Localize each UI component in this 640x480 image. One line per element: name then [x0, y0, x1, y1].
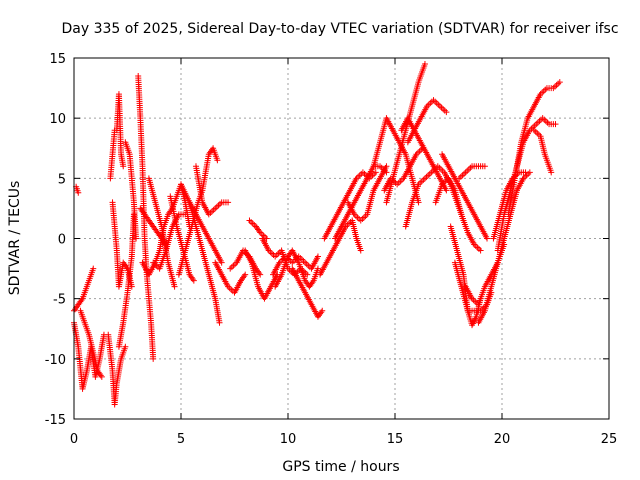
data-series-t17 — [175, 145, 221, 278]
chart-title: Day 335 of 2025, Sidereal Day-to-day VTE… — [61, 21, 618, 37]
data-point — [383, 163, 390, 170]
data-series-t03 — [73, 183, 82, 196]
data-series-t10 — [135, 73, 157, 362]
data-series-t46 — [505, 79, 563, 218]
data-point — [90, 265, 97, 272]
data-point — [319, 307, 326, 314]
data-series-t20 — [212, 259, 249, 296]
data-series-t39 — [439, 151, 491, 242]
data-point — [75, 189, 82, 196]
data-series-t28 — [317, 217, 364, 278]
data-series-t15 — [167, 193, 197, 284]
data-point — [214, 157, 221, 164]
data-series-t08 — [115, 211, 137, 350]
data-point — [218, 259, 225, 266]
data-series-t36 — [404, 97, 450, 146]
data-point — [552, 121, 559, 128]
y-tick-label: 15 — [49, 52, 66, 67]
data-series-t13 — [150, 211, 189, 272]
y-tick-label: 0 — [58, 233, 66, 248]
data-point — [225, 199, 232, 206]
data-series-t11 — [137, 205, 170, 248]
data-series-t44 — [475, 169, 533, 326]
data-point — [182, 211, 189, 218]
data-series-t09 — [122, 139, 140, 242]
data-point — [556, 79, 563, 86]
y-tick-label: -10 — [45, 353, 66, 368]
data-point — [171, 283, 178, 290]
data-series-t06 — [107, 91, 127, 182]
data-point — [133, 235, 140, 242]
x-tick-label: 0 — [70, 432, 78, 447]
axis-ticks: 0 5 10 15 20 25 -15 -10 -5 0 5 10 15 — [45, 52, 618, 447]
data-point — [357, 247, 364, 254]
data-series-t18 — [186, 199, 225, 266]
data-point — [120, 163, 127, 170]
data-series-t42 — [456, 163, 488, 182]
data-series-t05 — [105, 331, 129, 408]
data-point — [98, 373, 105, 380]
data-point — [122, 343, 129, 350]
x-tick-label: 10 — [280, 432, 297, 447]
data-point — [190, 277, 197, 284]
x-tick-label: 25 — [601, 432, 618, 447]
data-point — [216, 319, 223, 326]
y-tick-label: 5 — [58, 172, 66, 187]
x-axis-label: GPS time / hours — [282, 459, 399, 475]
grid-lines — [74, 58, 609, 419]
data-point — [477, 247, 484, 254]
data-point — [130, 211, 137, 218]
data-point — [415, 199, 422, 206]
data-series-t02 — [71, 265, 97, 314]
data-series-t47 — [531, 127, 555, 176]
data-series-t27 — [289, 265, 326, 320]
data-point — [314, 253, 321, 260]
data-points — [71, 61, 563, 408]
y-tick-label: 10 — [49, 112, 66, 127]
data-series-t12 — [139, 181, 193, 278]
data-series-t48 — [490, 169, 529, 242]
data-series-t22 — [242, 247, 281, 302]
data-point — [443, 109, 450, 116]
data-point — [522, 169, 529, 176]
data-series-t38 — [432, 175, 484, 254]
data-point — [443, 187, 450, 194]
data-point — [372, 169, 379, 176]
data-series-t25 — [270, 253, 321, 278]
plot-frame — [73, 57, 610, 420]
data-point — [548, 169, 555, 176]
data-point — [484, 235, 491, 242]
x-tick-label: 5 — [177, 432, 185, 447]
x-tick-label: 20 — [494, 432, 511, 447]
data-series-t21 — [227, 247, 264, 278]
data-series-t23 — [246, 217, 270, 242]
data-point — [242, 271, 249, 278]
data-series-t26 — [272, 247, 321, 290]
data-point — [421, 61, 428, 68]
data-series-t33 — [383, 61, 428, 206]
data-series-t19 — [192, 163, 232, 218]
y-tick-label: -15 — [45, 413, 66, 428]
data-series-t14 — [145, 175, 178, 290]
data-series-t31 — [344, 163, 390, 224]
data-series-t04 — [77, 307, 105, 380]
data-point — [314, 265, 321, 272]
y-axis-label: SDTVAR / TECUs — [7, 181, 23, 296]
y-tick-label: -5 — [53, 293, 66, 308]
data-series-t16 — [178, 181, 223, 326]
data-point — [257, 271, 264, 278]
data-series-t41 — [451, 259, 495, 314]
x-tick-label: 15 — [387, 432, 404, 447]
data-series-t29 — [321, 169, 379, 242]
data-point — [481, 163, 488, 170]
data-point — [150, 355, 157, 362]
